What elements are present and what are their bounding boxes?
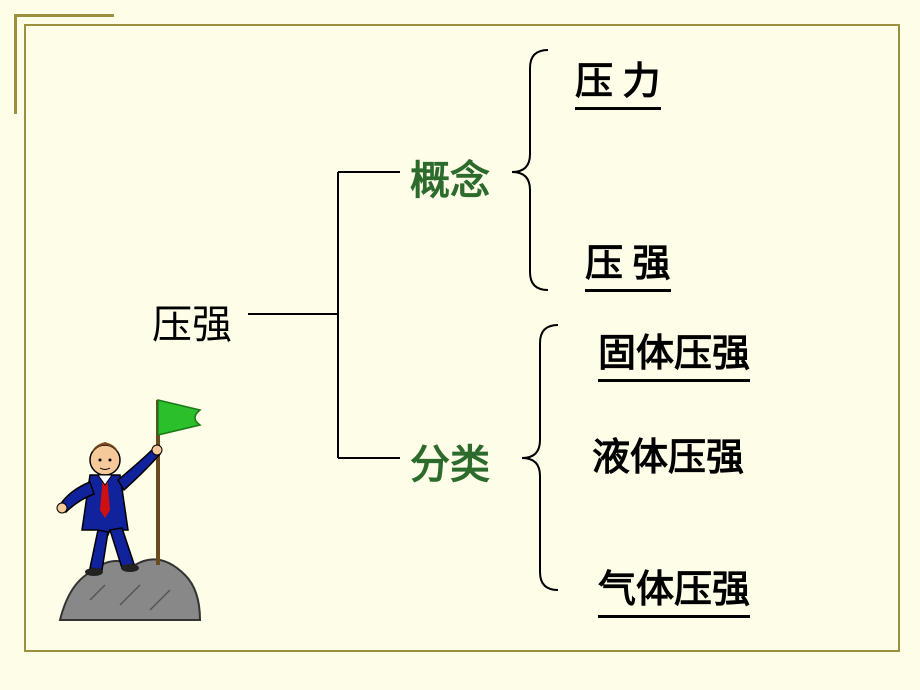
leaf-liquid: 液体压强: [592, 426, 744, 481]
branch-category: 分类: [410, 432, 490, 490]
climber-clipart: [50, 390, 230, 630]
leaf-liquid-text: 液体压强: [592, 437, 744, 479]
leaf-pressure: 压 强: [585, 232, 671, 292]
leaf-solid-text: 固体压强: [598, 322, 750, 382]
leaf-gas: 气体压强: [598, 558, 750, 618]
leaf-gas-text: 气体压强: [598, 558, 750, 618]
leaf-solid: 固体压强: [598, 322, 750, 382]
root-label: 压强: [152, 292, 232, 350]
leaf-force-text: 压 力: [575, 50, 661, 110]
slide: 压强 概念 压 力 压 强 分类 固体压强 液体压强 气体压强: [0, 0, 920, 690]
flag-icon: [158, 400, 200, 435]
leaf-force: 压 力: [575, 50, 661, 110]
branch-concept: 概念: [410, 148, 490, 206]
leaf-pressure-text: 压 强: [585, 232, 671, 292]
